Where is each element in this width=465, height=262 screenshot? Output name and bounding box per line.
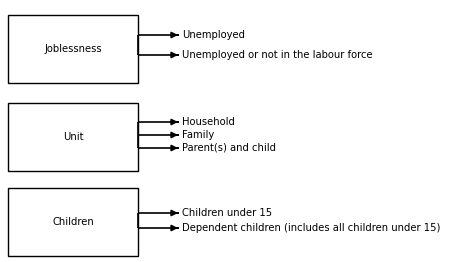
Text: Joblessness: Joblessness xyxy=(44,44,102,54)
Text: Dependent children (includes all children under 15): Dependent children (includes all childre… xyxy=(182,223,440,233)
Bar xyxy=(8,103,138,171)
Text: Children: Children xyxy=(52,217,94,227)
Bar xyxy=(8,15,138,83)
Text: Parent(s) and child: Parent(s) and child xyxy=(182,143,276,153)
Bar xyxy=(8,188,138,256)
Text: Family: Family xyxy=(182,130,214,140)
Text: Unemployed: Unemployed xyxy=(182,30,245,40)
Text: Household: Household xyxy=(182,117,235,127)
Text: Children under 15: Children under 15 xyxy=(182,208,272,218)
Text: Unit: Unit xyxy=(63,132,83,142)
Text: Unemployed or not in the labour force: Unemployed or not in the labour force xyxy=(182,50,372,60)
